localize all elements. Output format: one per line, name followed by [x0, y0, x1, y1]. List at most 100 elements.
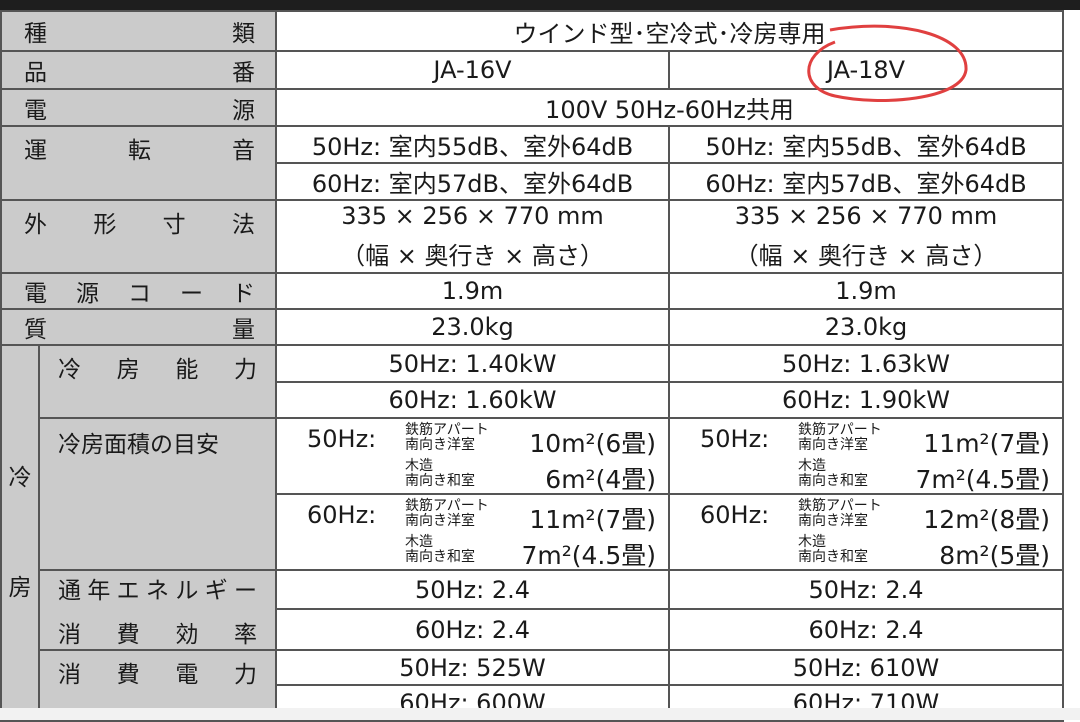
type-value: ウインド型･空冷式･冷房専用 [275, 10, 1064, 52]
capacity-value: 60Hz: 1.60kW [275, 381, 670, 419]
capacity-value: 60Hz: 1.90kW [668, 381, 1064, 419]
label-char: ド [232, 281, 255, 307]
label-noise: 運転音 [0, 125, 277, 201]
area-value: 8m²(5畳) [939, 541, 1050, 570]
label-char: 消 [58, 622, 81, 648]
row-power: 電源 100V 50Hz-60Hz共用 [0, 88, 1064, 127]
label-char: 冷 [58, 357, 81, 383]
wood-label-line: 南向き和室 [405, 473, 475, 489]
row-area-60: 60Hz: 鉄筋アパート 南向き洋室 11m²(7畳) 木造 南向き和室 7m²(4.5畳)… [1, 493, 1064, 571]
dimensions-note: （幅 × 奥行き × 高さ） [341, 242, 604, 270]
area-value: 11m²(7畳) [923, 429, 1050, 458]
label-char: ー [233, 578, 257, 604]
label-char: 力 [233, 357, 257, 383]
row-capacity-50: 冷房 冷房能力 50Hz: 1.40kW 50Hz: 1.63kW [0, 344, 1064, 722]
dimensions-ja16v: 335 × 256 × 770 mm （幅 × 奥行き × 高さ） [275, 199, 670, 274]
wood-label: 木造 南向き和室 [405, 535, 475, 565]
noise-value: 60Hz: 室内57dB、室外64dB [275, 162, 670, 201]
hz-label: 60Hz: [700, 501, 770, 529]
dimensions-value: 335 × 256 × 770 mm [734, 202, 998, 230]
label-char: 率 [233, 622, 257, 648]
label-char: 電 [24, 281, 47, 307]
wood-label-line: 南向き和室 [798, 549, 868, 565]
wood-label-line: 南向き和室 [798, 473, 868, 489]
row-capacity-60: 60Hz: 1.60kW 60Hz: 1.90kW [1, 381, 1064, 419]
label-char: 費 [116, 622, 140, 648]
wood-label: 木造 南向き和室 [405, 459, 475, 489]
dimensions-ja18v: 335 × 256 × 770 mm （幅 × 奥行き × 高さ） [668, 199, 1064, 274]
area-value: 7m²(4.5畳) [521, 541, 656, 570]
area-cell: 50Hz: 鉄筋アパート 南向き洋室 11m²(7畳) 木造 南向き和室 7m²(4.5畳) [668, 417, 1064, 495]
wood-label-line: 木造 [405, 458, 433, 474]
label-char: 品 [24, 60, 47, 86]
label-char: 類 [232, 21, 255, 47]
rc-label-line: 南向き洋室 [798, 513, 868, 529]
label-dimensions: 外形寸法 [0, 199, 277, 274]
hz-label: 50Hz: [700, 425, 770, 453]
label-char: 房 [116, 357, 140, 383]
consumption-value: 50Hz: 610W [668, 649, 1064, 686]
efficiency-value: 60Hz: 2.4 [668, 608, 1064, 651]
model-ja18v: JA-18V [668, 50, 1064, 90]
wood-label-line: 木造 [405, 534, 433, 550]
area-value: 12m²(8畳) [923, 505, 1050, 534]
label-char: 冷 [8, 465, 32, 491]
wood-label-line: 南向き和室 [405, 549, 475, 565]
wood-label-line: 木造 [798, 458, 826, 474]
rc-label-line: 鉄筋アパート [798, 498, 882, 514]
label-char: 種 [24, 21, 47, 47]
label-char: コ [128, 281, 151, 307]
label-cooling-group: 冷房 [0, 344, 40, 722]
label-char: 通 [58, 578, 81, 604]
cord-value: 1.9m [275, 272, 670, 310]
capacity-value: 50Hz: 1.63kW [668, 344, 1064, 383]
rc-label-line: 鉄筋アパート [405, 498, 489, 514]
rc-label-line: 南向き洋室 [405, 513, 475, 529]
weight-value: 23.0kg [275, 308, 670, 346]
label-char: 電 [24, 97, 47, 124]
capacity-value: 50Hz: 1.40kW [275, 344, 670, 383]
label-weight: 質量 [0, 308, 277, 346]
label-char: 電 [175, 662, 199, 688]
rc-label: 鉄筋アパート 南向き洋室 [798, 499, 882, 529]
label-char: 法 [231, 212, 255, 238]
label-char: 運 [24, 138, 47, 164]
label-char: 能 [175, 357, 199, 383]
rc-label-line: 南向き洋室 [405, 437, 475, 453]
area-value: 11m²(7畳) [529, 505, 656, 534]
area-cell: 60Hz: 鉄筋アパート 南向き洋室 11m²(7畳) 木造 南向き和室 7m²(4.5畳) [275, 493, 670, 571]
top-dark-bar [0, 0, 1080, 10]
area-value: 7m²(4.5畳) [915, 465, 1050, 494]
label-capacity: 冷房能力 [38, 344, 277, 419]
cut-off-bottom-edge [0, 708, 1080, 720]
row-efficiency-50: 通年エネルギー消 費 効 率 50Hz: 2.4 50Hz: 2.4 [1, 568, 1064, 651]
label-char: 房 [8, 575, 32, 601]
label-char: 外 [24, 212, 47, 238]
label-char: 源 [232, 97, 255, 124]
row-efficiency-60: 60Hz: 2.4 60Hz: 2.4 [1, 608, 1064, 651]
label-char: 源 [76, 281, 99, 307]
wood-label: 木造 南向き和室 [798, 459, 868, 489]
dimensions-value: 335 × 256 × 770 mm [341, 202, 604, 230]
label-efficiency: 通年エネルギー消 費 効 率 [38, 569, 277, 651]
hz-label: 60Hz: [307, 501, 377, 529]
rc-label: 鉄筋アパート 南向き洋室 [405, 423, 489, 453]
label-char: ー [180, 281, 203, 307]
label-char: エ [116, 578, 140, 604]
efficiency-value: 50Hz: 2.4 [275, 568, 670, 611]
label-char: 転 [128, 138, 151, 164]
row-weight: 質量 23.0kg 23.0kg [0, 308, 1064, 346]
noise-value: 50Hz: 室内55dB、室外64dB [668, 125, 1064, 164]
label-char: 音 [232, 138, 255, 164]
label-char: 効 [175, 622, 199, 648]
label-char: 費 [116, 662, 140, 688]
row-type: 種 類 ウインド型･空冷式･冷房専用 [0, 10, 1064, 52]
label-model: 品番 [0, 50, 277, 90]
row-noise-50: 運 転 音 50Hz: 室内55dB、室外64dB 50Hz: 室内55dB、室外6… [0, 125, 1064, 201]
hz-label: 50Hz: [307, 425, 377, 453]
model-ja16v: JA-16V [275, 50, 670, 90]
label-char: ル [175, 578, 199, 604]
noise-value: 50Hz: 室内55dB、室外64dB [275, 125, 670, 164]
label-char: 消 [58, 662, 81, 688]
label-cord: 電源コード [0, 272, 277, 310]
